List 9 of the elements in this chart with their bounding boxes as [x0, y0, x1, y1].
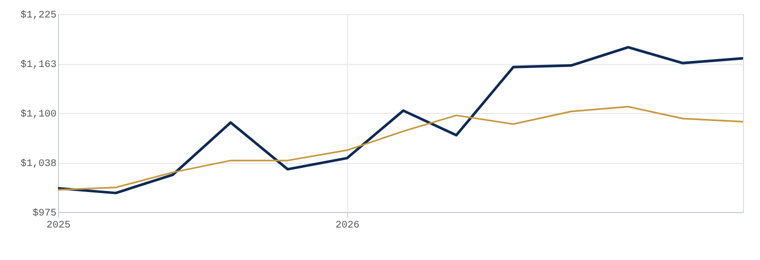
y-tick-label: $1,038	[20, 158, 56, 170]
line-series	[56, 46, 744, 194]
x-tick-label: 2026	[336, 220, 360, 232]
y-tick-label: $1,225	[20, 10, 56, 22]
x-tick-label: 2025	[46, 220, 71, 232]
y-tick-label: $1,100	[20, 108, 56, 120]
line-series	[57, 106, 744, 191]
y-tick-label: $975	[32, 208, 56, 220]
y-tick-label: $1,163	[20, 59, 56, 71]
